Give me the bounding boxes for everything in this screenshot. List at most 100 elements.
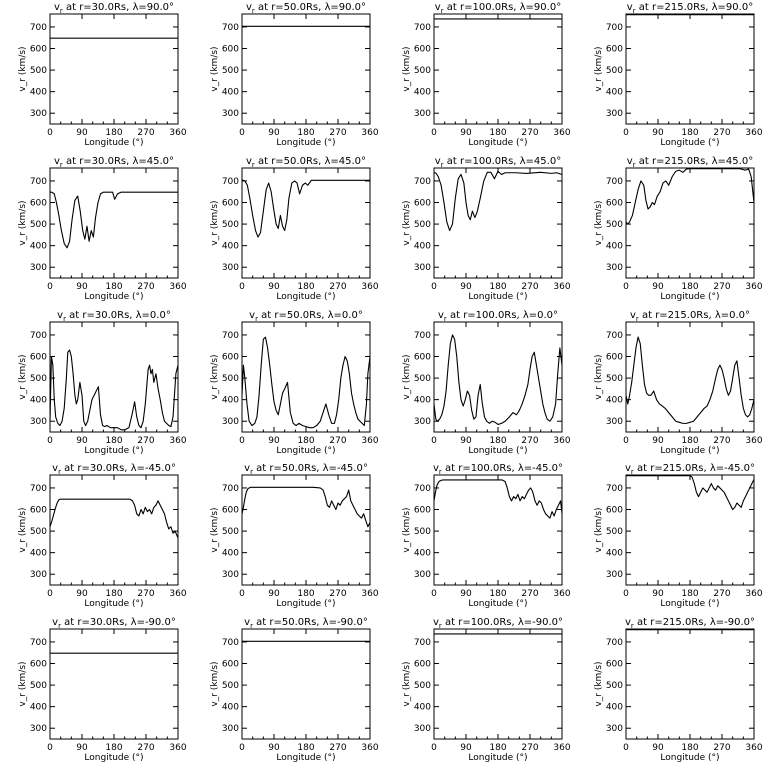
x-tick-label: 360 <box>169 282 186 292</box>
y-tick-label: 700 <box>606 331 623 341</box>
y-axis-label: v_r (km/s) <box>210 46 220 91</box>
series-line-0 <box>626 475 755 511</box>
x-tick-label: 0 <box>431 743 437 753</box>
y-tick-label: 700 <box>222 177 239 187</box>
subplot-19: vr at r=215.0Rs, λ=-90.0° 0 90 180 270 360 300… <box>594 617 763 763</box>
axes-frame <box>49 167 179 279</box>
title-subscript: r <box>252 7 255 15</box>
y-tick-label: 400 <box>30 703 47 713</box>
axes-frame <box>433 13 563 125</box>
subplot-2: vr at r=100.0Rs, λ=90.0° 0 90 180 270 360 300 4… <box>402 2 571 148</box>
y-tick-label: 500 <box>222 66 239 76</box>
x-tick-label: 360 <box>169 128 186 138</box>
title-rest: at r=100.0Rs, λ=-90.0° <box>442 617 563 628</box>
title-symbol: v <box>435 156 441 167</box>
x-tick-label: 270 <box>329 128 346 138</box>
title-subscript: r <box>252 161 255 169</box>
x-tick-label: 90 <box>268 282 280 292</box>
y-axis-label: v_r (km/s) <box>210 661 220 706</box>
x-tick-label: 180 <box>489 589 506 599</box>
title-subscript: r <box>250 622 253 630</box>
subplot-title: vr at r=215.0Rs, λ=0.0° <box>630 310 750 323</box>
y-axis-label: v_r (km/s) <box>210 200 220 245</box>
series-line-0 <box>241 336 371 429</box>
x-tick-label: 0 <box>623 436 629 446</box>
y-tick-label: 500 <box>30 220 47 230</box>
x-tick-label: 0 <box>239 743 245 753</box>
subplot-title: vr at r=30.0Rs, λ=45.0° <box>54 156 174 169</box>
title-symbol: v <box>435 2 441 13</box>
title-subscript: r <box>444 315 447 323</box>
title-rest: at r=50.0Rs, λ=0.0° <box>258 310 363 321</box>
y-tick-label: 400 <box>30 88 47 98</box>
y-tick-label: 300 <box>30 724 47 734</box>
subplot-title: vr at r=100.0Rs, λ=0.0° <box>438 310 558 323</box>
y-tick-label: 300 <box>30 263 47 273</box>
subplot-title: vr at r=30.0Rs, λ=-45.0° <box>52 463 176 476</box>
x-tick-label: 90 <box>460 589 472 599</box>
x-tick-label: 270 <box>521 743 538 753</box>
x-tick-label: 360 <box>361 282 378 292</box>
title-rest: at r=100.0Rs, λ=0.0° <box>447 310 558 321</box>
title-symbol: v <box>249 310 255 321</box>
y-tick-label: 700 <box>30 23 47 33</box>
title-rest: at r=215.0Rs, λ=90.0° <box>636 2 754 13</box>
x-axis-label: Longitude (°) <box>84 446 143 456</box>
y-axis-label: v_r (km/s) <box>402 354 412 399</box>
title-rest: at r=30.0Rs, λ=90.0° <box>63 2 174 13</box>
title-subscript: r <box>60 161 63 169</box>
y-tick-label: 600 <box>414 660 431 670</box>
y-tick-label: 400 <box>606 703 623 713</box>
y-tick-label: 500 <box>414 66 431 76</box>
y-tick-label: 400 <box>414 549 431 559</box>
x-tick-label: 270 <box>137 743 154 753</box>
x-tick-label: 270 <box>713 743 730 753</box>
subplot-8: vr at r=30.0Rs, λ=0.0° 0 90 180 270 360 300 400… <box>18 310 187 456</box>
y-tick-label: 300 <box>606 570 623 580</box>
y-axis-label: v_r (km/s) <box>18 46 28 91</box>
series-line-0 <box>433 334 563 426</box>
x-tick-label: 0 <box>47 436 53 446</box>
axes-frame <box>433 474 563 586</box>
x-tick-label: 270 <box>521 436 538 446</box>
y-tick-label: 600 <box>414 353 431 363</box>
y-tick-label: 700 <box>414 331 431 341</box>
axes-frame <box>433 321 563 433</box>
x-tick-label: 0 <box>623 282 629 292</box>
title-rest: at r=215.0Rs, λ=-90.0° <box>634 617 755 628</box>
y-tick-label: 300 <box>606 417 623 427</box>
x-tick-label: 180 <box>297 282 314 292</box>
x-tick-label: 360 <box>169 589 186 599</box>
x-tick-label: 90 <box>76 589 88 599</box>
x-tick-label: 360 <box>361 743 378 753</box>
x-tick-label: 90 <box>268 436 280 446</box>
axes-frame <box>49 321 179 433</box>
x-tick-label: 270 <box>713 282 730 292</box>
x-tick-label: 90 <box>652 436 664 446</box>
x-tick-label: 0 <box>431 128 437 138</box>
axes-frame <box>241 474 371 586</box>
y-axis-label: v_r (km/s) <box>18 661 28 706</box>
x-tick-label: 180 <box>489 743 506 753</box>
x-tick-label: 180 <box>681 589 698 599</box>
axes-frame <box>49 628 179 740</box>
y-tick-label: 500 <box>222 681 239 691</box>
x-tick-label: 0 <box>239 282 245 292</box>
subplot-title: vr at r=100.0Rs, λ=-45.0° <box>433 463 563 476</box>
y-tick-label: 500 <box>222 527 239 537</box>
x-axis-label: Longitude (°) <box>276 599 335 609</box>
x-tick-label: 0 <box>47 282 53 292</box>
y-tick-label: 500 <box>414 220 431 230</box>
x-tick-label: 360 <box>745 282 762 292</box>
title-rest: at r=50.0Rs, λ=90.0° <box>255 2 366 13</box>
x-axis-label: Longitude (°) <box>84 599 143 609</box>
x-axis-label: Longitude (°) <box>84 753 143 763</box>
subplot-14: vr at r=100.0Rs, λ=-45.0° 0 90 180 270 360 300… <box>402 463 571 609</box>
x-tick-label: 270 <box>137 128 154 138</box>
y-axis-label: v_r (km/s) <box>402 46 412 91</box>
y-tick-label: 300 <box>414 263 431 273</box>
y-tick-label: 300 <box>222 263 239 273</box>
subplot-17: vr at r=50.0Rs, λ=-90.0° 0 90 180 270 360 300 4… <box>210 617 379 763</box>
x-tick-label: 90 <box>76 282 88 292</box>
title-symbol: v <box>433 617 439 628</box>
